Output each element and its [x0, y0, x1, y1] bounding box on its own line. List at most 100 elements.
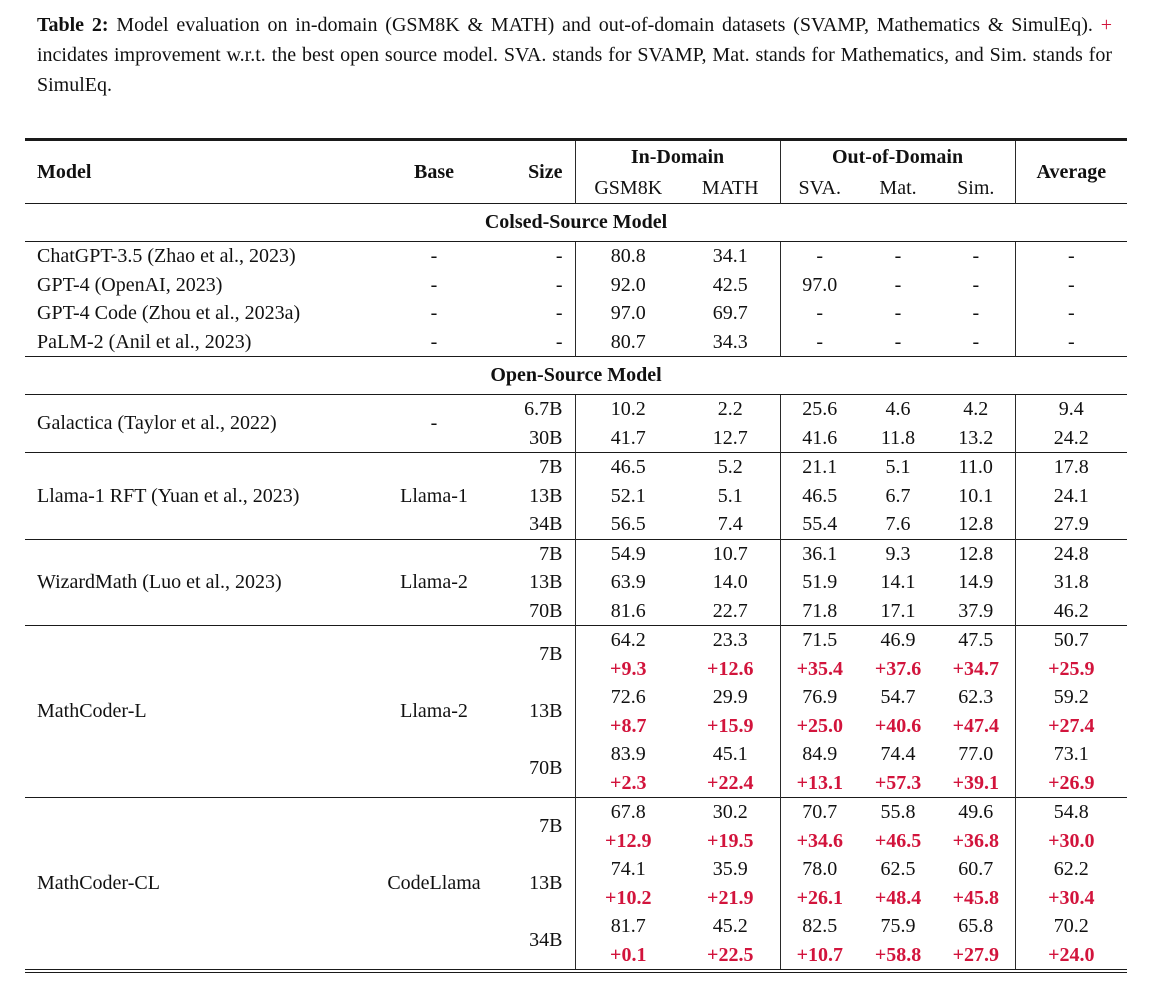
improvement-cell: +22.4 [707, 771, 754, 794]
score-cell: - [972, 273, 980, 296]
score-cell: 80.7 [574, 327, 681, 357]
col-group-in-domain: In-Domain [574, 141, 781, 173]
score-cell: 64.2 [574, 625, 681, 655]
improvement-cell: +39.1 [952, 771, 999, 794]
score-cell: 62.3 [958, 686, 994, 708]
improvement-cell: +35.4 [779, 654, 860, 683]
table-row: GPT-4 Code (Zhou et al., 2023a) - -97.0 69.… [25, 299, 1128, 328]
model-cell: ChatGPT-3.5 (Zhao et al., 2023) [37, 245, 296, 267]
table-body: Colsed-Source Model ChatGPT-3.5 (Zhao et … [25, 203, 1128, 969]
caption-plus-sign: + [1100, 14, 1112, 36]
improvement-cell: +30.4 [1014, 883, 1128, 912]
score-cell: 14.0 [712, 571, 748, 593]
model-cell: PaLM-2 (Anil et al., 2023) [37, 330, 252, 353]
base-cell: Llama-2 [385, 625, 483, 798]
score-cell: 4.2 [937, 394, 1016, 424]
score-cell: 59.2 [1014, 683, 1128, 712]
score-cell: - [1014, 241, 1128, 271]
size-cell: 7B [483, 797, 575, 855]
score-cell: 17.8 [1014, 452, 1128, 482]
score-cell: 46.9 [859, 625, 938, 655]
score-cell: - [1014, 327, 1128, 357]
improvement-cell: +10.7 [779, 940, 860, 969]
score-cell: - [894, 245, 902, 267]
score-cell: 29.9 [712, 686, 748, 708]
score-cell: 46.5 [574, 452, 681, 482]
table-row: 13B 63.9 14.0 51.9 14.1 14.9 31.8 [25, 568, 1128, 597]
model-cell: MathCoder-L [25, 625, 385, 798]
base-cell: - [430, 273, 438, 296]
improvement-cell: +21.9 [707, 886, 754, 909]
size-cell: 30B [529, 426, 563, 449]
improvement-cell: +19.5 [707, 829, 754, 852]
score-cell: - [972, 302, 980, 324]
size-cell: 13B [529, 484, 563, 507]
score-cell: 52.1 [574, 481, 681, 510]
improvement-cell: +8.7 [574, 711, 681, 740]
improvement-row: +9.3 +12.6 +35.4 +37.6 +34.7 +25.9 [25, 654, 1128, 683]
size-cell: - [555, 273, 563, 296]
score-cell: 49.6 [937, 797, 1016, 827]
score-cell: 12.8 [937, 538, 1016, 568]
improvement-cell: +34.7 [952, 657, 999, 680]
score-cell: 37.9 [958, 599, 994, 622]
table-row: WizardMath (Luo et al., 2023) Llama-2 7B 54… [25, 538, 1128, 626]
score-cell: 10.2 [574, 394, 681, 424]
score-cell: 10.7 [681, 538, 781, 568]
score-cell: 47.5 [937, 625, 1016, 655]
col-header-mat: Mat. [879, 177, 917, 199]
table-row: 13B 52.1 5.1 46.5 6.7 10.1 24.1 [25, 481, 1128, 510]
score-cell: 97.0 [574, 299, 681, 328]
table-row: MathCoder-CL CodeLlama 7B 67.8 30.2 70.7 55.8 4… [25, 797, 1128, 969]
col-header-math: MATH [701, 177, 759, 199]
score-cell: 21.1 [779, 452, 860, 482]
improvement-cell: +37.6 [874, 657, 922, 680]
score-cell: 24.2 [1014, 423, 1128, 453]
score-cell: - [972, 245, 980, 267]
improvement-cell: +26.9 [1014, 768, 1128, 798]
score-cell: 71.5 [779, 625, 860, 655]
score-cell: 2.2 [681, 394, 781, 424]
col-header-model: Model [37, 161, 92, 183]
score-cell: 46.5 [779, 481, 860, 510]
improvement-row: +10.2 +21.9 +26.1 +48.4 +45.8 +30.4 [25, 883, 1128, 912]
evaluation-table-wrapper: Model Base Size In-Domain Out-of-Domain … [25, 138, 1128, 973]
score-cell: - [779, 241, 860, 271]
section-title: Open-Source Model [25, 356, 1128, 395]
improvement-cell: +13.1 [779, 768, 860, 798]
score-cell: 36.1 [779, 538, 860, 568]
score-cell: 75.9 [880, 915, 916, 937]
base-cell: Llama-2 [385, 538, 483, 626]
col-group-out-of-domain: Out-of-Domain [779, 141, 1016, 173]
score-cell: 34.1 [712, 245, 748, 267]
score-cell: 41.6 [779, 423, 860, 453]
caption-text-after-plus: incidates improvement w.r.t. the best op… [37, 44, 1112, 96]
score-cell: 9.4 [1014, 394, 1128, 424]
score-cell: 46.2 [1014, 596, 1128, 626]
score-cell: 76.9 [779, 683, 860, 712]
improvement-row: +2.3 +22.4 +13.1 +57.3 +39.1 +26.9 [25, 768, 1128, 798]
size-cell: 34B [529, 513, 563, 535]
improvement-row: +8.7 +15.9 +25.0 +40.6 +47.4 +27.4 [25, 711, 1128, 740]
improvement-cell: +12.9 [574, 826, 681, 855]
score-cell: 7.4 [717, 513, 743, 535]
score-cell: 55.4 [779, 510, 860, 539]
caption-text-before-plus: Model evaluation on in-domain (GSM8K & M… [108, 14, 1101, 36]
size-cell: 13B [529, 700, 563, 723]
col-header-gsm8k: GSM8K [574, 173, 681, 204]
score-cell: 5.1 [717, 484, 743, 507]
size-cell: 13B [529, 872, 563, 895]
score-cell: 23.3 [681, 625, 781, 655]
improvement-cell: +0.1 [574, 940, 681, 969]
base-cell: - [430, 330, 438, 353]
col-header-sim: Sim. [957, 177, 995, 199]
score-cell: 12.7 [712, 426, 748, 449]
improvement-cell: +30.0 [1014, 826, 1128, 855]
score-cell: 45.1 [712, 743, 748, 765]
table-row: MathCoder-L Llama-2 7B 64.2 23.3 71.5 46.9 47.5… [25, 625, 1128, 798]
score-cell: 35.9 [712, 858, 748, 880]
base-cell: - [385, 394, 483, 453]
model-cell: Llama-1 RFT (Yuan et al., 2023) [25, 452, 385, 539]
score-cell: 6.7 [885, 484, 911, 507]
score-cell: 82.5 [779, 912, 860, 941]
